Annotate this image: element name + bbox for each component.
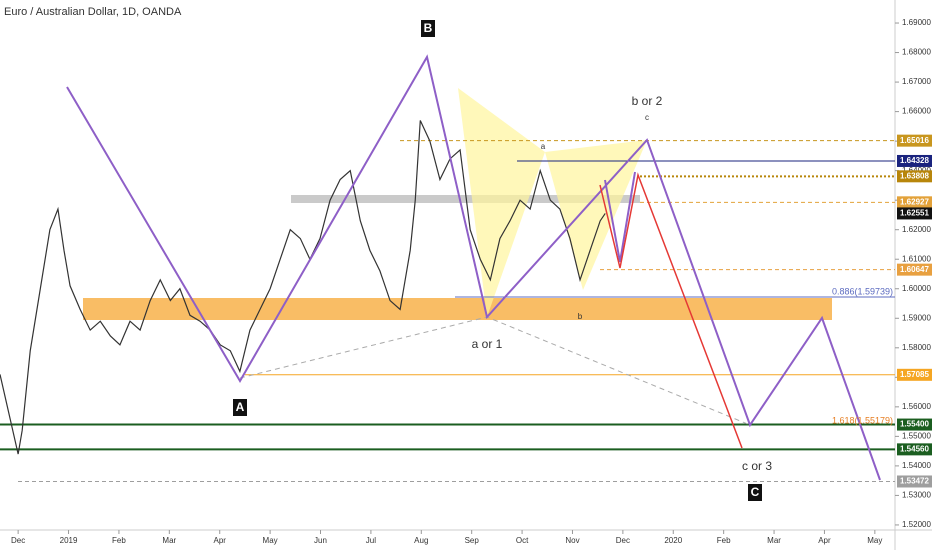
wave-label: b or 2	[632, 94, 663, 108]
x-tick-label: Jun	[314, 536, 327, 545]
y-tick-label: 1.68000	[902, 48, 931, 57]
price	[0, 120, 606, 455]
labels: Euro / Australian Dollar, 1D, OANDA B A …	[4, 6, 893, 501]
x-tick-label: Jul	[366, 536, 376, 545]
x-tick-label: Mar	[162, 536, 176, 545]
x-tick-label: Aug	[414, 536, 428, 545]
y-tick-label: 1.60000	[902, 284, 931, 293]
price-level-label: 1.55400	[900, 420, 929, 429]
zones	[83, 88, 832, 320]
x-tick-label: Sep	[465, 536, 480, 545]
y-tick-label: 1.59000	[902, 313, 931, 322]
price-level-label: 1.53472	[900, 477, 929, 486]
wave-projection	[66, 54, 881, 481]
x-tick-label: May	[263, 536, 278, 545]
axis: 1.52000 1.53000 1.54000 1.55000 1.56000 1.570…	[11, 18, 932, 545]
price-level-label: 1.64328	[900, 156, 929, 165]
label-box	[748, 484, 762, 501]
price-level-label: 1.65016	[900, 136, 929, 145]
wave-label: B	[424, 21, 433, 35]
price-level-tag	[897, 196, 932, 209]
label-box	[233, 399, 247, 416]
price-level-tag	[897, 134, 932, 147]
wave-projection	[604, 171, 636, 263]
y-tick-label: 1.55000	[902, 431, 931, 440]
x-tick-label: Apr	[213, 536, 226, 545]
y-tick-label: 1.56000	[902, 402, 931, 411]
fib-label: 0.886(1.59739)	[832, 286, 893, 296]
price-level-tag	[897, 475, 932, 488]
price-level-tag	[897, 418, 932, 431]
price-level-tag	[897, 154, 932, 167]
x-tick-label: May	[867, 536, 882, 545]
y-tick-label: 1.62000	[902, 225, 931, 234]
price-level-label: 1.63808	[900, 171, 929, 180]
point-label: a	[541, 142, 546, 151]
y-tick-label: 1.53000	[902, 491, 931, 500]
harmonic-pattern	[458, 88, 545, 317]
price-level-tag	[897, 263, 932, 276]
wave-projection-alt	[599, 172, 743, 449]
y-tick-label: 1.66000	[902, 107, 931, 116]
price-level-tag	[897, 368, 932, 381]
y-tick-label: 1.54000	[902, 461, 931, 470]
price-level-tag	[897, 207, 932, 220]
fib-label: 1.618(1.55179)	[832, 415, 893, 425]
wave-label: A	[236, 400, 245, 414]
x-tick-label: Feb	[717, 536, 731, 545]
harmonic-pattern	[545, 140, 647, 290]
price-level-tag	[897, 170, 932, 183]
drawings	[66, 54, 895, 481]
chart-title: Euro / Australian Dollar, 1D, OANDA	[4, 6, 182, 18]
wave-label: c or 3	[742, 459, 772, 473]
y-tick-label: 1.69000	[902, 18, 931, 27]
y-tick-label: 1.61000	[902, 254, 931, 263]
x-tick-label: Oct	[516, 536, 529, 545]
price-level-label: 1.62927	[900, 197, 929, 206]
price-level-label: 1.60647	[900, 265, 929, 274]
y-tick-label: 1.67000	[902, 77, 931, 86]
label-box	[421, 20, 435, 37]
y-tick-label: 1.58000	[902, 343, 931, 352]
x-tick-label: Dec	[11, 536, 25, 545]
point-label: b	[578, 312, 583, 321]
wave-label: a or 1	[472, 337, 503, 351]
y-tick-label: 1.52000	[902, 520, 931, 529]
point-label: c	[645, 113, 649, 122]
wave-label: C	[751, 485, 760, 499]
price-line	[0, 120, 606, 455]
x-tick-label: 2020	[664, 536, 682, 545]
resistance-zone	[291, 195, 640, 203]
price-level-label: 1.62551	[900, 209, 929, 218]
price-level-label: 1.57085	[900, 370, 929, 379]
price-level-label: 1.54560	[900, 444, 929, 453]
x-tick-label: Feb	[112, 536, 126, 545]
x-tick-label: Nov	[565, 536, 579, 545]
x-tick-label: Dec	[616, 536, 630, 545]
price-level-tag	[897, 443, 932, 456]
x-tick-label: Mar	[767, 536, 781, 545]
y-tick-label: 1.64000	[902, 166, 931, 175]
x-tick-label: Apr	[818, 536, 831, 545]
support-zone	[83, 298, 832, 320]
x-tick-label: 2019	[60, 536, 78, 545]
